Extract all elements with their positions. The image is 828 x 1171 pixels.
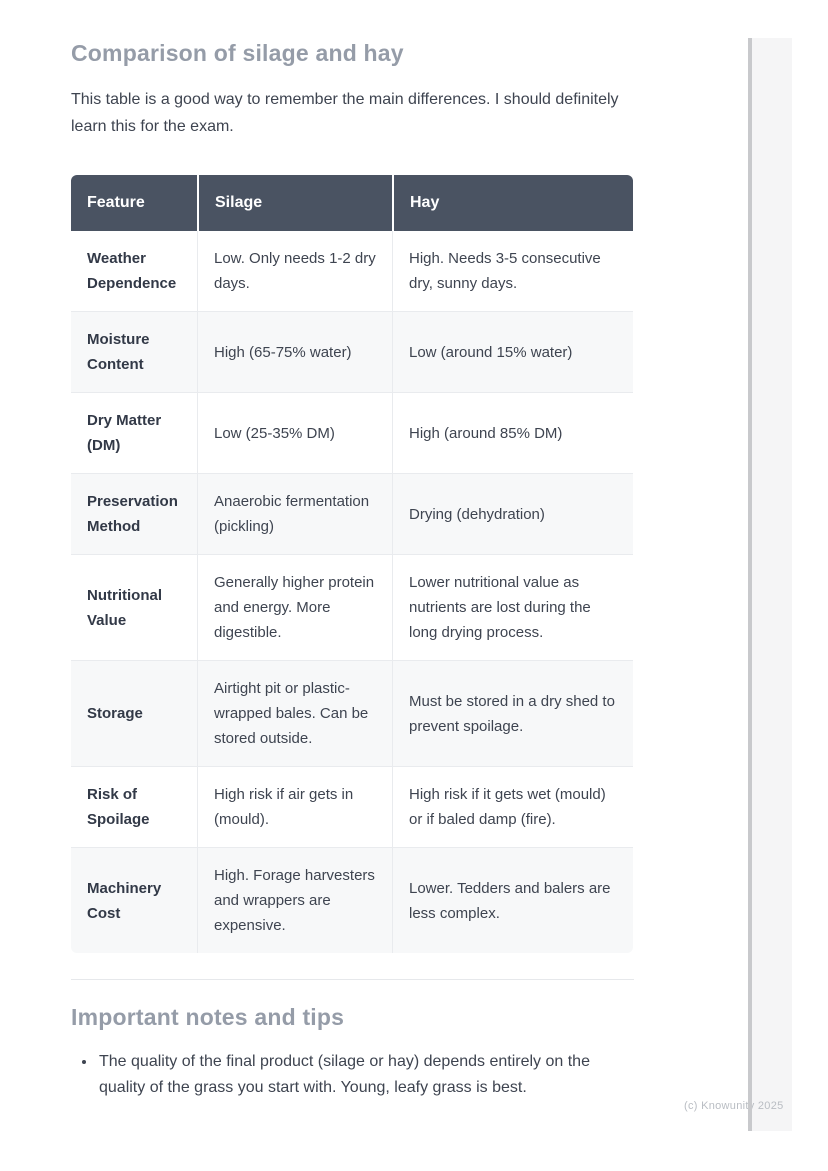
- table-row: Risk of Spoilage High risk if air gets i…: [71, 766, 633, 847]
- page-title: Comparison of silage and hay: [71, 40, 404, 66]
- feature-cell: Preservation Method: [71, 473, 197, 554]
- silage-cell: High risk if air gets in (mould).: [197, 766, 392, 847]
- table-row: Moisture Content High (65-75% water) Low…: [71, 311, 633, 392]
- watermark: (c) Knowunity 2025: [684, 1100, 784, 1112]
- document-page: Comparison of silage and hay This table …: [71, 0, 634, 1101]
- feature-cell: Machinery Cost: [71, 847, 197, 953]
- feature-cell: Weather Dependence: [71, 231, 197, 311]
- hay-cell: High. Needs 3-5 consecutive dry, sunny d…: [392, 231, 633, 311]
- silage-cell: Anaerobic fermentation (pickling): [197, 473, 392, 554]
- silage-cell: Low. Only needs 1-2 dry days.: [197, 231, 392, 311]
- table-row: Storage Airtight pit or plastic-wrapped …: [71, 660, 633, 766]
- feature-cell: Moisture Content: [71, 311, 197, 392]
- hay-cell: Lower nutritional value as nutrients are…: [392, 554, 633, 660]
- silage-cell: Low (25-35% DM): [197, 392, 392, 473]
- table-row: Dry Matter (DM) Low (25-35% DM) High (ar…: [71, 392, 633, 473]
- intro-paragraph: This table is a good way to remember the…: [71, 91, 619, 135]
- table-header-silage: Silage: [197, 175, 392, 231]
- section-divider: [71, 979, 634, 980]
- table-row: Weather Dependence Low. Only needs 1-2 d…: [71, 231, 633, 311]
- table-header-row: Feature Silage Hay: [71, 175, 633, 231]
- page-edge-divider: [748, 38, 752, 1131]
- table-header-feature: Feature: [71, 175, 197, 231]
- hay-cell: High (around 85% DM): [392, 392, 633, 473]
- hay-cell: Drying (dehydration): [392, 473, 633, 554]
- feature-cell: Dry Matter (DM): [71, 392, 197, 473]
- feature-cell: Storage: [71, 660, 197, 766]
- silage-cell: High (65-75% water): [197, 311, 392, 392]
- notes-list: The quality of the final product (silage…: [71, 1049, 634, 1101]
- feature-cell: Risk of Spoilage: [71, 766, 197, 847]
- table-row: Nutritional Value Generally higher prote…: [71, 554, 633, 660]
- table-row: Preservation Method Anaerobic fermentati…: [71, 473, 633, 554]
- hay-cell: High risk if it gets wet (mould) or if b…: [392, 766, 633, 847]
- hay-cell: Low (around 15% water): [392, 311, 633, 392]
- list-item: The quality of the final product (silage…: [97, 1049, 634, 1101]
- hay-cell: Lower. Tedders and balers are less compl…: [392, 847, 633, 953]
- table-header-hay: Hay: [392, 175, 633, 231]
- next-page-edge: [752, 38, 792, 1131]
- silage-cell: Generally higher protein and energy. Mor…: [197, 554, 392, 660]
- hay-cell: Must be stored in a dry shed to prevent …: [392, 660, 633, 766]
- silage-cell: High. Forage harvesters and wrappers are…: [197, 847, 392, 953]
- table-row: Machinery Cost High. Forage harvesters a…: [71, 847, 633, 953]
- section-title: Important notes and tips: [71, 1004, 345, 1030]
- feature-cell: Nutritional Value: [71, 554, 197, 660]
- comparison-table: Feature Silage Hay Weather Dependence Lo…: [71, 175, 633, 953]
- silage-cell: Airtight pit or plastic-wrapped bales. C…: [197, 660, 392, 766]
